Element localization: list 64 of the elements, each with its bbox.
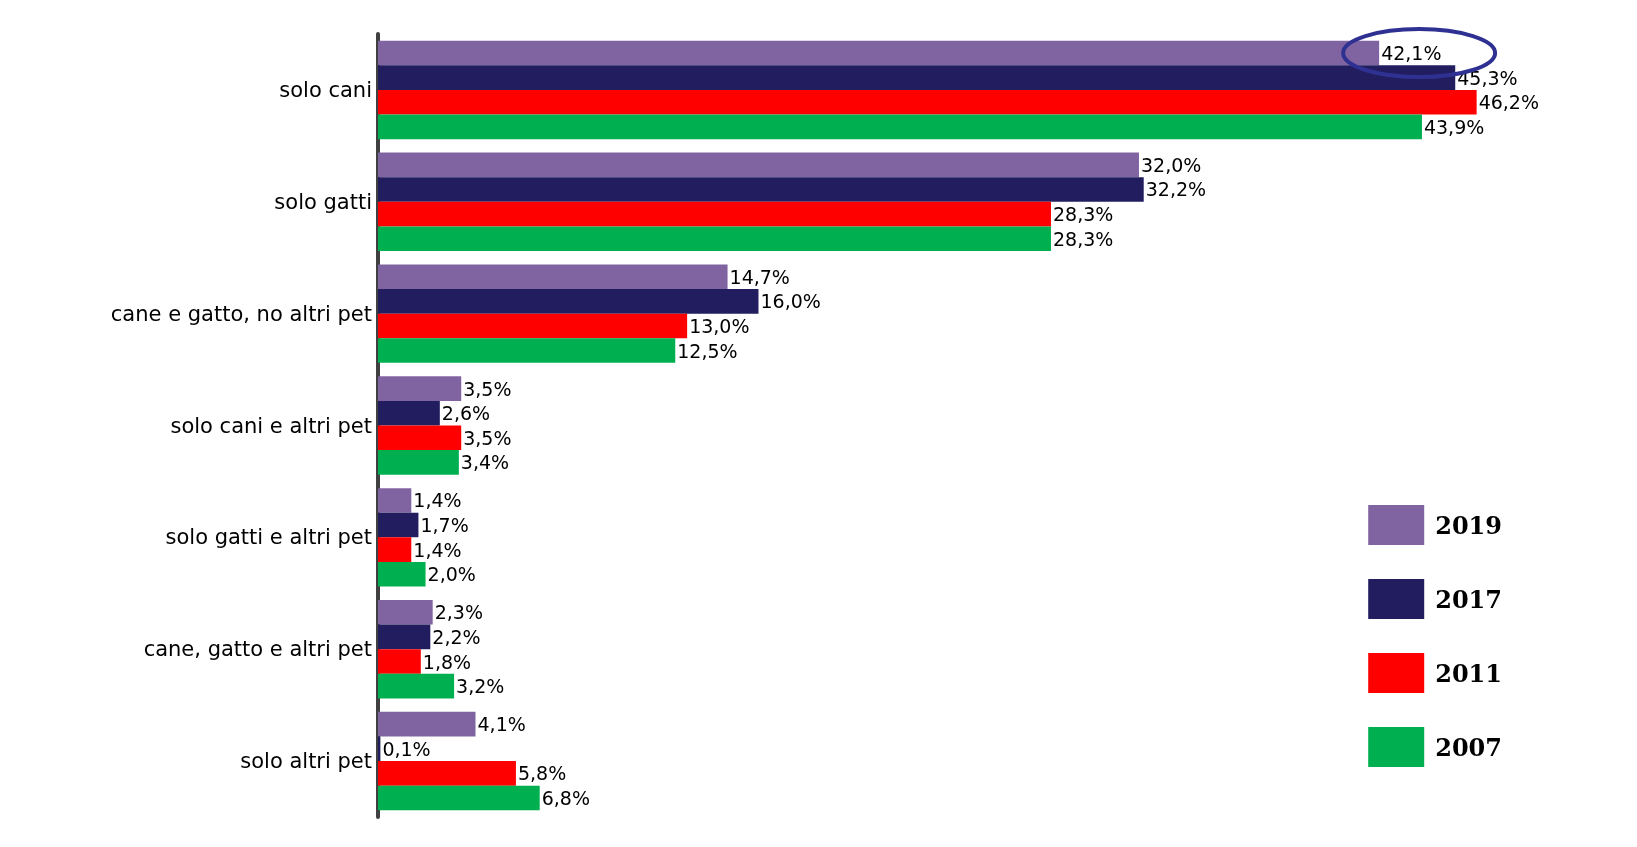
bar <box>378 400 440 426</box>
bar <box>378 711 476 737</box>
y-tick-label: solo gatti <box>274 189 372 214</box>
bar <box>378 264 728 290</box>
bar <box>378 338 676 363</box>
bar <box>378 313 688 339</box>
bar <box>378 761 516 786</box>
data-label: 14,7% <box>729 265 790 288</box>
y-tick-label: solo gatti e altri pet <box>165 525 372 550</box>
bar <box>378 450 459 475</box>
bar <box>378 425 462 451</box>
data-label: 2,0% <box>427 563 476 586</box>
bar <box>378 600 433 625</box>
data-label: 12,5% <box>677 339 738 362</box>
bar <box>378 785 540 811</box>
bar <box>378 114 1422 140</box>
bar <box>378 89 1477 115</box>
data-label: 13,0% <box>689 314 750 337</box>
data-label: 43,9% <box>1423 115 1485 138</box>
bar <box>378 376 462 401</box>
y-tick-label: cane, gatto e altri pet <box>143 637 372 662</box>
data-label: 32,0% <box>1140 153 1202 176</box>
data-label: 3,2% <box>456 675 505 698</box>
data-label: 3,5% <box>463 377 512 400</box>
data-label: 3,5% <box>463 426 512 449</box>
bar <box>378 201 1051 227</box>
data-label: 2,6% <box>441 402 491 425</box>
bar <box>378 226 1051 251</box>
bar <box>378 488 412 513</box>
data-label: 3,4% <box>460 451 510 474</box>
data-label: 45,3% <box>1457 66 1518 89</box>
bar <box>378 649 421 674</box>
data-label: 16,0% <box>760 290 821 313</box>
data-label: 1,4% <box>413 538 462 561</box>
bar <box>378 537 412 562</box>
bar <box>378 177 1144 202</box>
data-label: 32,2% <box>1145 178 1207 201</box>
data-label: 28,3% <box>1052 227 1114 250</box>
y-tick-label: solo cani e altri pet <box>170 413 372 438</box>
data-label: 0,1% <box>382 737 431 760</box>
bar <box>378 624 431 650</box>
data-label: 42,1% <box>1381 42 1442 65</box>
legend-label: 2019 <box>1435 510 1502 540</box>
data-label: 2,3% <box>434 601 483 624</box>
data-label: 4,1% <box>477 713 526 736</box>
data-label: 46,2% <box>1478 91 1539 114</box>
y-tick-label: solo cani <box>279 77 372 102</box>
bar <box>378 673 455 699</box>
data-label: 28,3% <box>1052 203 1114 226</box>
legend-label: 2011 <box>1435 658 1502 688</box>
legend-label: 2017 <box>1435 584 1502 614</box>
data-label: 1,8% <box>422 650 472 673</box>
data-label: 5,8% <box>517 762 567 785</box>
bar <box>378 152 1139 178</box>
bar <box>378 289 759 314</box>
bar <box>378 561 426 587</box>
legend-label: 2007 <box>1435 732 1502 762</box>
bar <box>378 512 419 538</box>
data-label: 1,7% <box>420 514 469 537</box>
y-tick-label: solo altri pet <box>240 749 372 774</box>
y-tick-label: cane e gatto, no altri pet <box>110 301 372 326</box>
data-label: 6,8% <box>541 786 590 809</box>
data-label: 2,2% <box>432 625 481 648</box>
data-label: 1,4% <box>413 489 462 512</box>
